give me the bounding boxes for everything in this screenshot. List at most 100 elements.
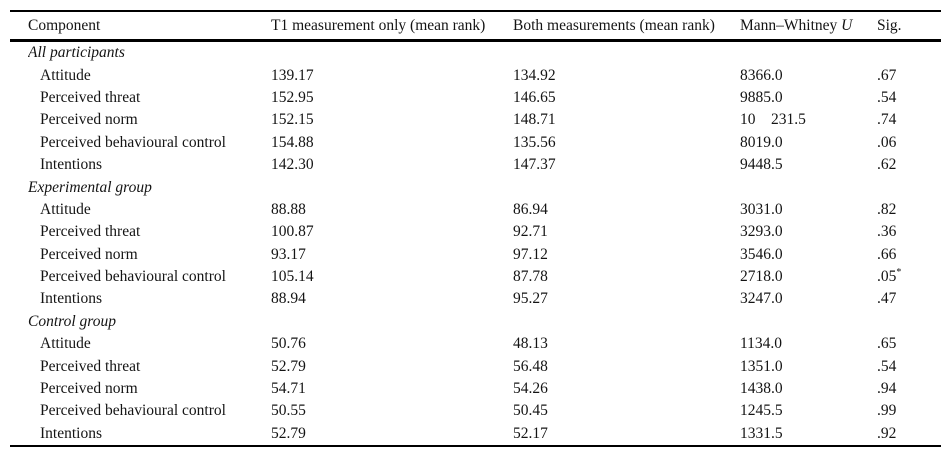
component-cell: Intentions [40,290,102,308]
table-row: Attitude 88.88 86.94 3031.0 .82 [10,199,941,221]
table-row: Perceived behavioural control 154.88 135.5… [10,132,941,154]
t1-mean-rank-cell: 88.94 [271,290,306,308]
t1-mean-rank-cell: 93.17 [271,245,306,263]
component-cell: Attitude [40,200,91,218]
mann-whitney-u-cell: 1438.0 [740,380,783,398]
mann-whitney-u-cell: 1245.5 [740,402,783,420]
t1-mean-rank-cell: 152.95 [271,88,314,106]
mann-whitney-u-cell: 9885.0 [740,88,783,106]
table-body: All participants Attitude 139.17 134.92 8366… [10,42,941,445]
column-header-sig: Sig. [877,16,902,34]
component-cell: Perceived threat [40,88,141,106]
component-cell: Perceived norm [40,245,138,263]
column-header-italic-symbol: U [841,16,853,34]
both-mean-rank-cell: 92.71 [513,223,548,241]
table-row: Intentions 88.94 95.27 3247.0 .47 [10,288,941,310]
both-mean-rank-cell: 146.65 [513,88,556,106]
component-cell: Attitude [40,66,91,84]
both-mean-rank-cell: 54.26 [513,380,548,398]
t1-mean-rank-cell: 154.88 [271,133,314,151]
t1-mean-rank-cell: 152.15 [271,111,314,129]
table-row: Attitude 139.17 134.92 8366.0 .67 [10,64,941,86]
column-header-component: Component [28,16,101,34]
table-row: Perceived threat 152.95 146.65 9885.0 .54 [10,87,941,109]
sig-cell: .47 [877,290,897,308]
component-cell: Perceived norm [40,380,138,398]
mann-whitney-u-cell: 3293.0 [740,223,783,241]
table-row: Perceived norm 152.15 148.71 10 231.5 .74 [10,109,941,131]
sig-cell: .82 [877,200,897,218]
sig-cell: .05* [877,268,902,286]
sig-cell: .92 [877,424,897,442]
sig-cell: .99 [877,402,897,420]
mann-whitney-u-cell: 3247.0 [740,290,783,308]
t1-mean-rank-cell: 52.79 [271,357,306,375]
sig-cell: .74 [877,111,897,129]
both-mean-rank-cell: 134.92 [513,66,556,84]
t1-mean-rank-cell: 105.14 [271,268,314,286]
mann-whitney-u-cell: 1351.0 [740,357,783,375]
both-mean-rank-cell: 95.27 [513,290,548,308]
both-mean-rank-cell: 135.56 [513,133,556,151]
mann-whitney-u-cell: 8366.0 [740,66,783,84]
column-header-t1_mean_rank: T1 measurement only (mean rank) [271,16,486,34]
table-row: Attitude 50.76 48.13 1134.0 .65 [10,333,941,355]
mann-whitney-u-cell: 1134.0 [740,335,783,353]
section-label: Experimental group [28,178,152,196]
section-label: Control group [28,312,116,330]
sig-cell: .06 [877,133,897,151]
table-row: Intentions 52.79 52.17 1331.5 .92 [10,423,941,445]
both-mean-rank-cell: 48.13 [513,335,548,353]
both-mean-rank-cell: 97.12 [513,245,548,263]
mann-whitney-u-cell: 3031.0 [740,200,783,218]
table-row: Perceived threat 52.79 56.48 1351.0 .54 [10,355,941,377]
sig-cell: .66 [877,245,897,263]
sig-cell: .54 [877,88,897,106]
section-row: All participants [10,42,941,64]
t1-mean-rank-cell: 142.30 [271,156,314,174]
mann-whitney-u-cell: 3546.0 [740,245,783,263]
both-mean-rank-cell: 50.45 [513,402,548,420]
table-row: Perceived norm 54.71 54.26 1438.0 .94 [10,378,941,400]
both-mean-rank-cell: 148.71 [513,111,556,129]
both-mean-rank-cell: 86.94 [513,200,548,218]
sig-cell: .67 [877,66,897,84]
component-cell: Perceived threat [40,223,141,241]
t1-mean-rank-cell: 50.76 [271,335,306,353]
t1-mean-rank-cell: 52.79 [271,424,306,442]
t1-mean-rank-cell: 88.88 [271,200,306,218]
component-cell: Attitude [40,335,91,353]
table-row: Perceived norm 93.17 97.12 3546.0 .66 [10,244,941,266]
mann-whitney-u-cell: 2718.0 [740,268,783,286]
both-mean-rank-cell: 147.37 [513,156,556,174]
sig-cell: .65 [877,335,897,353]
component-cell: Perceived threat [40,357,141,375]
t1-mean-rank-cell: 100.87 [271,223,314,241]
sig-cell: .54 [877,357,897,375]
table-row: Perceived behavioural control 105.14 87.78… [10,266,941,288]
column-header-mann_whitney_u: Mann–Whitney U [740,16,853,34]
both-mean-rank-cell: 87.78 [513,268,548,286]
significance-asterisk: * [896,268,902,278]
sig-cell: .94 [877,380,897,398]
mann-whitney-results-table: Component T1 measurement only (mean rank)… [10,10,941,448]
table-header-row: Component T1 measurement only (mean rank)… [10,12,941,42]
both-mean-rank-cell: 56.48 [513,357,548,375]
t1-mean-rank-cell: 54.71 [271,380,306,398]
both-mean-rank-cell: 52.17 [513,424,548,442]
mann-whitney-u-cell: 9448.5 [740,156,783,174]
component-cell: Perceived behavioural control [40,133,226,151]
section-row: Control group [10,311,941,333]
component-cell: Perceived behavioural control [40,402,226,420]
section-row: Experimental group [10,176,941,198]
section-label: All participants [28,44,125,62]
component-cell: Intentions [40,424,102,442]
sig-cell: .62 [877,156,897,174]
mann-whitney-u-cell: 1331.5 [740,424,783,442]
mann-whitney-u-cell: 8019.0 [740,133,783,151]
table-row: Perceived threat 100.87 92.71 3293.0 .36 [10,221,941,243]
t1-mean-rank-cell: 50.55 [271,402,306,420]
table-row: Intentions 142.30 147.37 9448.5 .62 [10,154,941,176]
component-cell: Perceived behavioural control [40,268,226,286]
